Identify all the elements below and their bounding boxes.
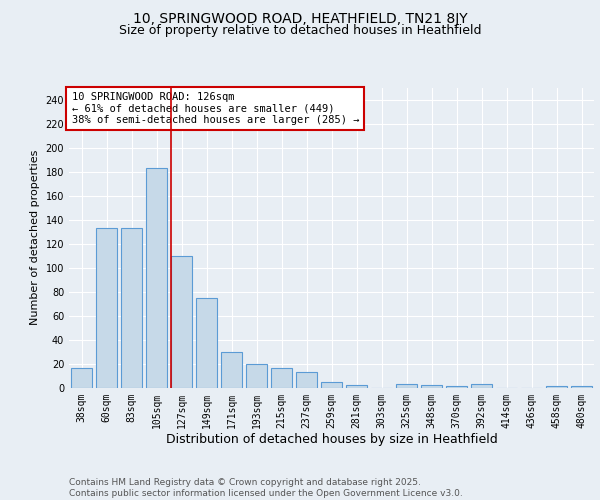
- Bar: [171, 256, 192, 388]
- Bar: [421, 385, 442, 388]
- Text: Size of property relative to detached houses in Heathfield: Size of property relative to detached ho…: [119, 24, 481, 37]
- Bar: [96, 228, 117, 388]
- Bar: [321, 382, 342, 388]
- Bar: [471, 384, 492, 388]
- Bar: [246, 364, 267, 388]
- Bar: [446, 386, 467, 388]
- Bar: [546, 386, 567, 388]
- Y-axis label: Number of detached properties: Number of detached properties: [30, 150, 40, 325]
- Bar: [396, 384, 417, 388]
- Bar: [71, 368, 92, 388]
- Bar: [296, 372, 317, 388]
- Bar: [146, 168, 167, 388]
- Bar: [271, 368, 292, 388]
- Text: 10, SPRINGWOOD ROAD, HEATHFIELD, TN21 8JY: 10, SPRINGWOOD ROAD, HEATHFIELD, TN21 8J…: [133, 12, 467, 26]
- Text: 10 SPRINGWOOD ROAD: 126sqm
← 61% of detached houses are smaller (449)
38% of sem: 10 SPRINGWOOD ROAD: 126sqm ← 61% of deta…: [71, 92, 359, 125]
- Bar: [571, 386, 592, 388]
- X-axis label: Distribution of detached houses by size in Heathfield: Distribution of detached houses by size …: [166, 433, 497, 446]
- Bar: [121, 228, 142, 388]
- Bar: [196, 298, 217, 388]
- Text: Contains HM Land Registry data © Crown copyright and database right 2025.
Contai: Contains HM Land Registry data © Crown c…: [69, 478, 463, 498]
- Bar: [346, 385, 367, 388]
- Bar: [221, 352, 242, 388]
